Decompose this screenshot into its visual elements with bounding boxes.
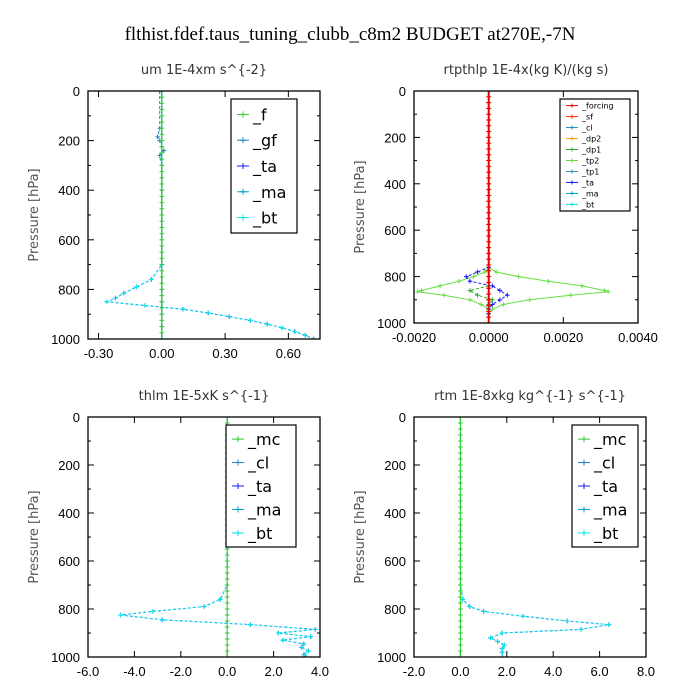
series-group	[415, 91, 611, 323]
legend-label: _ma	[593, 500, 627, 520]
y-tick-label: 400	[58, 183, 80, 198]
y-tick-label: 200	[58, 134, 80, 149]
y-tick-label: 0	[399, 410, 406, 425]
legend-label: _sf	[581, 113, 593, 122]
x-tick-label: 0.0040	[618, 330, 658, 345]
legend-label: _ta	[252, 157, 277, 177]
x-tick-label: 0.0	[451, 664, 469, 679]
legend-label: _ma	[247, 500, 281, 520]
y-tick-label: 1000	[377, 650, 406, 665]
x-tick-label: 0.0020	[543, 330, 583, 345]
y-tick-label: 400	[384, 506, 406, 521]
y-tick-label: 800	[58, 602, 80, 617]
x-tick-label: 0.00	[149, 346, 174, 361]
y-tick-label: 200	[58, 458, 80, 473]
y-tick-label: 200	[384, 458, 406, 473]
series-line-bt	[459, 417, 609, 657]
series-group	[458, 417, 612, 657]
legend-box	[571, 424, 639, 548]
x-tick-label: 0.0000	[469, 330, 509, 345]
y-axis-label: Pressure [hPa]	[27, 490, 42, 583]
x-tick-label: 0.0	[218, 664, 236, 679]
panel-title: rtpthlp 1E-4x(kg K)/(kg s)	[444, 63, 609, 78]
x-tick-label: 0.30	[212, 346, 237, 361]
panel-title: um 1E-4xm s^{-2}	[141, 63, 267, 78]
panel-title: rtm 1E-8xkg kg^{-1} s^{-1}	[434, 389, 626, 404]
y-axis-label: Pressure [hPa]	[353, 490, 368, 583]
y-tick-label: 200	[384, 130, 406, 145]
x-tick-label: -2.0	[170, 664, 192, 679]
y-tick-label: 600	[384, 223, 406, 238]
y-tick-label: 400	[58, 506, 80, 521]
legend-label: _ta	[593, 477, 618, 497]
x-tick-label: -6.0	[77, 664, 99, 679]
legend-label: _ta	[247, 477, 272, 497]
x-tick-label: -0.0020	[392, 330, 436, 345]
legend-label: _dp2	[581, 135, 601, 144]
plot-frame	[87, 90, 321, 340]
legend-label: _tp1	[581, 167, 599, 176]
x-tick-label: 2.0	[265, 664, 283, 679]
x-tick-label: -4.0	[123, 664, 145, 679]
legend-label: _forcing	[581, 102, 614, 111]
legend: _mc _cl _ta _ma _bt	[571, 424, 639, 548]
y-tick-label: 1000	[377, 316, 406, 331]
y-tick-label: 1000	[51, 650, 80, 665]
legend: _mc _cl _ta _ma _bt	[225, 424, 297, 548]
x-tick-label: 8.0	[637, 664, 655, 679]
y-tick-label: 0	[399, 84, 406, 99]
series-line-tp2	[417, 91, 490, 323]
y-tick-label: 800	[58, 282, 80, 297]
legend: _f _gf _ta _ma _bt	[230, 98, 298, 234]
legend-label: _f	[252, 105, 267, 125]
legend-label: _ma	[252, 183, 286, 203]
legend-label: _cl	[247, 454, 269, 474]
legend-label: _gf	[252, 131, 277, 151]
legend-label: _bt	[247, 524, 272, 544]
plot-frame	[413, 416, 647, 658]
panel-2: thlm 1E-5xK s^{-1} Pressure [hPa] 0 200 400 6…	[27, 389, 329, 679]
series-line-tp2	[488, 91, 609, 323]
y-axis-label: Pressure [hPa]	[353, 160, 368, 253]
legend-label: _ta	[581, 178, 594, 187]
x-tick-label: 4.0	[544, 664, 562, 679]
y-tick-label: 0	[73, 410, 80, 425]
legend-label: _bt	[593, 524, 618, 544]
plot-frame	[87, 416, 321, 658]
x-tick-label: 0.60	[276, 346, 301, 361]
y-tick-label: 800	[384, 270, 406, 285]
legend-label: _cl	[593, 454, 615, 474]
panel-1: rtpthlp 1E-4x(kg K)/(kg s) Pressure [hPa]…	[353, 63, 658, 345]
y-tick-label: 600	[384, 554, 406, 569]
series-group	[104, 91, 316, 339]
legend: _forcing _sf _cl _dp2 _dp1_tp2 _tp1 _ta _ma _bt	[559, 98, 631, 212]
y-tick-label: 600	[58, 554, 80, 569]
panel-title: thlm 1E-5xK s^{-1}	[139, 389, 270, 404]
figure-title: flthist.fdef.taus_tuning_clubb_c8m2 BUDG…	[125, 24, 576, 45]
y-tick-label: 400	[384, 177, 406, 192]
x-tick-label: -0.30	[84, 346, 114, 361]
legend-label: _tp2	[581, 156, 599, 165]
panel-3: rtm 1E-8xkg kg^{-1} s^{-1} Pressure [hPa]…	[353, 389, 655, 679]
legend-label: _mc	[593, 430, 626, 450]
legend-label: _ma	[581, 189, 599, 198]
legend-label: _bt	[252, 209, 277, 229]
y-axis-label: Pressure [hPa]	[27, 168, 42, 261]
legend-label: _mc	[247, 430, 280, 450]
legend-label: _cl	[581, 124, 593, 133]
series-group	[118, 417, 318, 657]
y-tick-label: 1000	[51, 332, 80, 347]
legend-label: _bt	[581, 200, 594, 209]
plot-frame	[413, 90, 639, 324]
x-tick-label: 2.0	[498, 664, 516, 679]
y-tick-label: 600	[58, 233, 80, 248]
x-tick-label: 4.0	[311, 664, 329, 679]
legend-label: _dp1	[581, 146, 601, 155]
x-tick-label: -2.0	[403, 664, 425, 679]
x-tick-label: 6.0	[591, 664, 609, 679]
y-tick-label: 0	[73, 84, 80, 99]
y-tick-label: 800	[384, 602, 406, 617]
panel-0: um 1E-4xm s^{-2} Pressure [hPa] 0 200 400 600…	[27, 63, 321, 361]
